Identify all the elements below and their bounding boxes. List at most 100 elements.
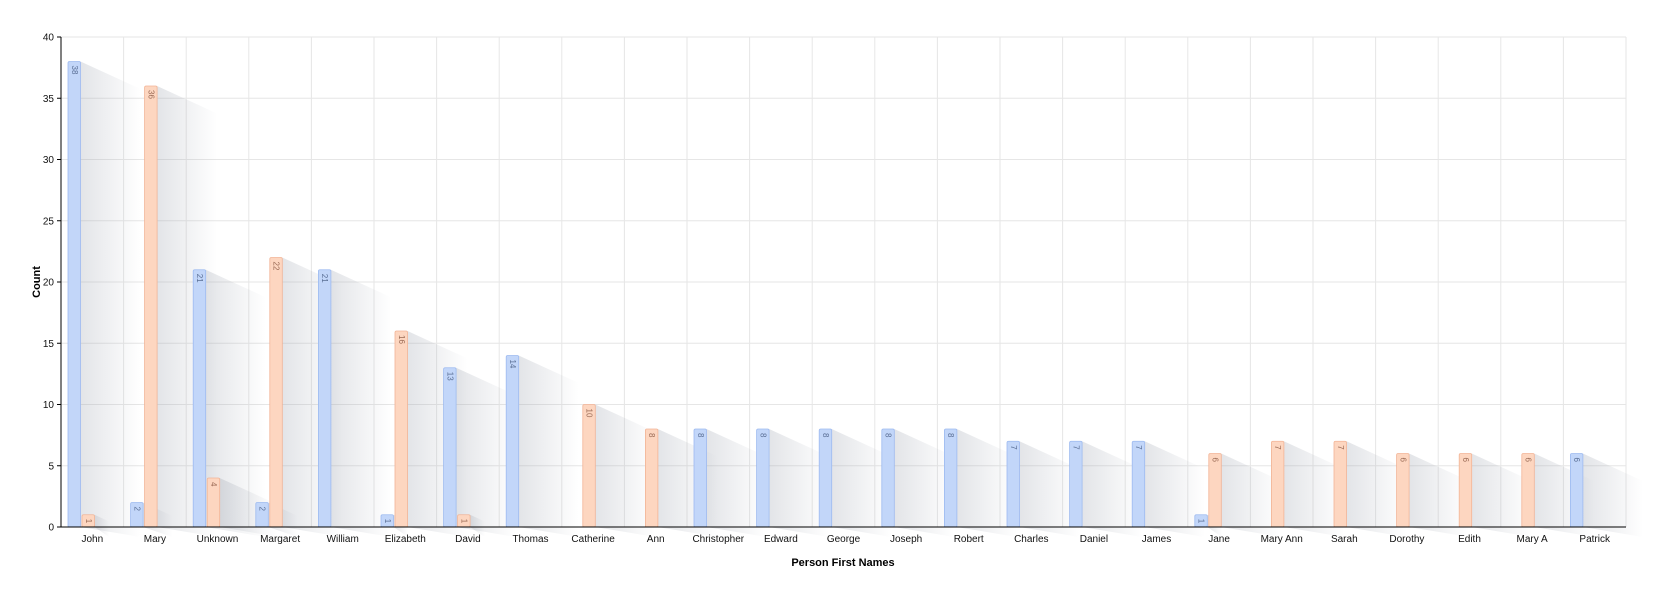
axes: 0 5 10 15 20 25 30 35 40 John Mary Unknown Margaret W… [43, 33, 1626, 545]
y-tick-label: 5 [48, 461, 54, 472]
bar-value-label: 16 [397, 335, 406, 344]
x-tick-label: Jane [1208, 534, 1230, 545]
bar-shadow [80, 61, 141, 537]
y-tick-label: 30 [43, 155, 55, 166]
bar-shadow [1471, 453, 1532, 537]
x-tick-label: Joseph [890, 534, 922, 545]
bar-shadow [1144, 441, 1205, 537]
x-tick-label: Edward [764, 534, 798, 545]
bar-value-label: 6 [1572, 458, 1581, 463]
bar [1131, 440, 1146, 528]
x-tick-label: Unknown [197, 534, 239, 545]
x-tick-label: William [327, 534, 359, 545]
bar [443, 367, 457, 528]
bar-value-label: 7 [1009, 445, 1018, 450]
bar [1069, 440, 1083, 528]
bar-value-label: 8 [946, 433, 955, 438]
bar-value-label: 7 [1336, 445, 1345, 450]
bar-value-label: 36 [146, 90, 155, 99]
x-tick-label: Charles [1014, 534, 1048, 545]
bar-shadow [956, 429, 1017, 537]
bar [818, 428, 833, 528]
bar-shadow [769, 429, 830, 537]
x-tick-label: Daniel [1080, 534, 1108, 545]
bar-shadow [205, 269, 266, 537]
bar-shadows [80, 61, 1643, 537]
bar [1396, 453, 1410, 528]
bar-value-label: 13 [445, 372, 454, 381]
y-tick-label: 10 [43, 400, 55, 411]
bar [1521, 453, 1535, 528]
bar-shadow [282, 257, 343, 537]
x-tick-label: Mary Ann [1261, 534, 1303, 545]
x-tick-label: John [81, 534, 103, 545]
bar-shadow [706, 429, 767, 537]
bar-value-label: 7 [1273, 445, 1282, 450]
bar [67, 61, 81, 528]
bar [1458, 453, 1473, 528]
bar-shadow [330, 269, 391, 537]
bar [1570, 453, 1584, 528]
x-tick-label: Elizabeth [385, 534, 426, 545]
x-tick-label: Edith [1458, 534, 1481, 545]
bar-shadow [157, 86, 218, 537]
bar-value-label: 2 [132, 507, 141, 512]
x-tick-label: Mary A [1517, 534, 1548, 545]
y-tick-label: 35 [43, 94, 55, 105]
bar [505, 355, 520, 528]
bar [1208, 453, 1222, 528]
bar-value-label: 1 [459, 519, 468, 524]
x-tick-label: George [827, 534, 861, 545]
bar-value-label: 6 [1211, 458, 1220, 463]
bar-value-label: 6 [1461, 458, 1470, 463]
bar-value-label: 22 [272, 262, 281, 271]
bar-shadow [1283, 441, 1344, 537]
bar-shadow [831, 429, 892, 537]
bar-shadow [470, 514, 485, 537]
bar [756, 428, 770, 528]
bar-value-label: 8 [821, 433, 830, 438]
bar-shadow [1019, 441, 1080, 537]
bar-value-label: 7 [1134, 445, 1143, 450]
bar [693, 428, 707, 528]
bar-value-label: 2 [258, 507, 267, 512]
bar-shadow [94, 514, 110, 537]
x-tick-label: Patrick [1579, 534, 1611, 545]
bar-value-label: 21 [320, 274, 329, 283]
y-tick-label: 0 [48, 523, 54, 534]
bar-shadow [456, 367, 517, 537]
x-tick-label: James [1142, 534, 1171, 545]
x-tick-label: Robert [954, 534, 984, 545]
bar-value-label: 21 [195, 274, 204, 283]
bar-value-label: 7 [1071, 445, 1080, 450]
x-tick-label: Sarah [1331, 534, 1358, 545]
bar [394, 330, 408, 528]
bar [1006, 440, 1020, 528]
x-tick-label: Margaret [260, 534, 300, 545]
bar [317, 269, 332, 528]
bar [582, 404, 596, 528]
bar [881, 428, 895, 528]
x-tick-label: Christopher [692, 534, 744, 545]
x-tick-label: Dorothy [1389, 534, 1424, 545]
y-tick-label: 40 [43, 33, 55, 44]
y-tick-label: 15 [43, 339, 55, 350]
bar-shadow [407, 331, 468, 537]
bar-value-label: 6 [1398, 458, 1407, 463]
bar-shadow [1582, 453, 1643, 537]
y-axis-title: Count [31, 266, 43, 298]
y-tick-label: 20 [43, 278, 55, 289]
x-tick-label: Thomas [512, 534, 548, 545]
bar-value-label: 4 [209, 482, 218, 487]
bar-value-label: 6 [1524, 458, 1533, 463]
x-axis-title: Person First Names [791, 557, 894, 569]
y-tick-label: 25 [43, 216, 55, 227]
bar-value-label: 8 [696, 433, 705, 438]
bar [944, 428, 958, 528]
bar-shadow [595, 404, 656, 537]
bar-shadow [1221, 453, 1282, 537]
bar-shadow [1409, 453, 1470, 537]
